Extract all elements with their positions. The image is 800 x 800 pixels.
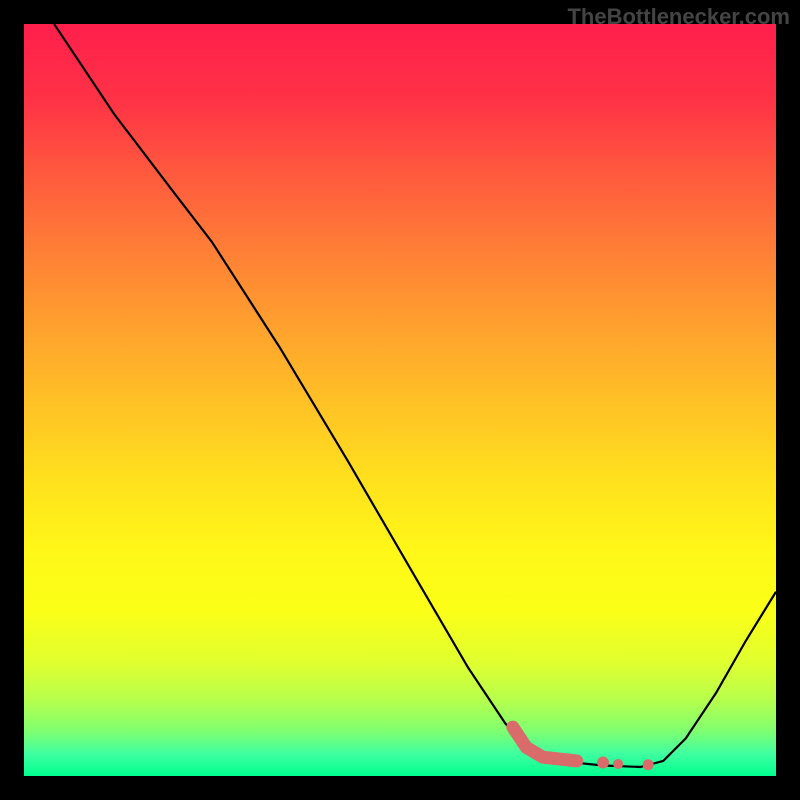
- plot-area: [24, 24, 776, 776]
- highlight-dot-1: [613, 759, 623, 769]
- chart-container: TheBottlenecker.com: [0, 0, 800, 800]
- watermark-text: TheBottlenecker.com: [567, 4, 790, 30]
- gradient-background: [24, 24, 776, 776]
- highlight-dot-2: [643, 759, 654, 770]
- chart-svg: [24, 24, 776, 776]
- highlight-dot-0: [597, 756, 609, 768]
